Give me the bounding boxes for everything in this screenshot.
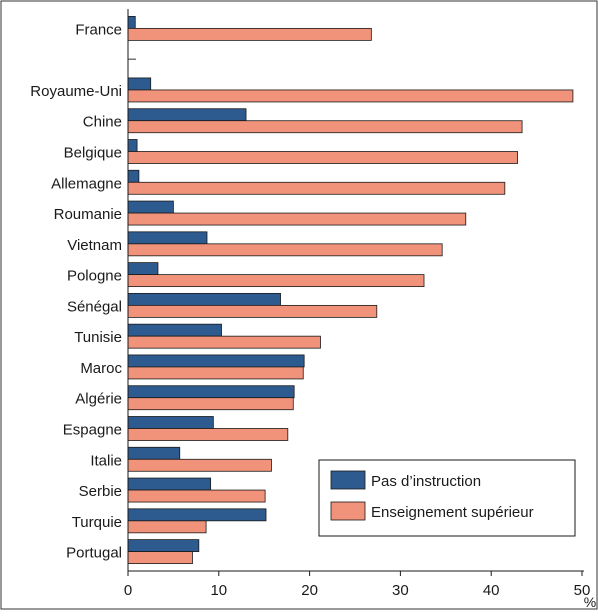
legend-label-enseignement-superieur: Enseignement supérieur xyxy=(371,504,534,521)
bar-serbie-pas-instruction xyxy=(127,477,212,491)
category-label-royaume-uni: Royaume-Uni xyxy=(30,83,122,100)
bar-belgique-pas-instruction xyxy=(127,139,138,152)
category-label-portugal: Portugal xyxy=(66,545,122,562)
bar-espagne-enseignement-superieur xyxy=(127,428,289,441)
category-label-tunisie: Tunisie xyxy=(74,329,122,346)
x-tick-label: 30 xyxy=(392,582,409,599)
x-tick-label: 50 xyxy=(574,582,591,599)
bar-italie-pas-instruction xyxy=(127,446,181,460)
category-label-maroc: Maroc xyxy=(80,360,122,377)
bar-italie-enseignement-superieur xyxy=(127,458,272,472)
bar-portugal-enseignement-superieur xyxy=(127,551,193,565)
bar-tunisie-pas-instruction xyxy=(127,323,222,337)
bar-chine-enseignement-superieur xyxy=(127,120,523,134)
bars-group xyxy=(127,15,574,565)
x-tick-label: 10 xyxy=(210,582,227,599)
bar-portugal-pas-instruction xyxy=(127,539,200,553)
category-label-italie: Italie xyxy=(90,452,122,469)
bar-vietnam-pas-instruction xyxy=(127,231,208,245)
bar-pologne-enseignement-superieur xyxy=(127,274,425,288)
x-tick-label: 0 xyxy=(124,582,132,599)
category-label-algerie: Algérie xyxy=(75,391,122,408)
legend-swatch-pas-instruction xyxy=(330,470,366,490)
category-label-roumanie: Roumanie xyxy=(54,206,122,223)
bar-royaume-uni-pas-instruction xyxy=(127,77,152,91)
bar-tunisie-enseignement-superieur xyxy=(127,335,321,349)
category-label-vietnam: Vietnam xyxy=(67,237,122,254)
bar-allemagne-enseignement-superieur xyxy=(127,181,506,195)
legend-swatch-enseignement-superieur xyxy=(330,501,366,521)
bar-royaume-uni-enseignement-superieur xyxy=(127,89,574,103)
category-label-senegal: Sénégal xyxy=(67,298,122,315)
x-axis: 0 10 20 30 40 50% xyxy=(124,9,596,610)
bar-espagne-pas-instruction xyxy=(127,416,214,429)
bar-turquie-pas-instruction xyxy=(127,508,267,522)
bar-roumanie-enseignement-superieur xyxy=(127,212,467,226)
bar-france-pas-instruction xyxy=(127,15,136,29)
bar-maroc-pas-instruction xyxy=(127,354,305,368)
x-tick-label: 20 xyxy=(301,582,318,599)
legend-label-pas-instruction: Pas d’instruction xyxy=(371,473,481,490)
category-label-pologne: Pologne xyxy=(67,268,122,285)
category-label-belgique: Belgique xyxy=(64,145,122,162)
bar-serbie-enseignement-superieur xyxy=(127,489,266,503)
category-label-turquie: Turquie xyxy=(72,514,122,531)
category-label-serbie: Serbie xyxy=(79,483,122,500)
category-label-allemagne: Allemagne xyxy=(51,175,122,192)
bar-belgique-enseignement-superieur xyxy=(127,151,518,164)
legend: Pas d’instruction Enseignement supérieur xyxy=(318,459,576,537)
category-label-espagne: Espagne xyxy=(63,422,122,439)
bar-chine-pas-instruction xyxy=(127,108,247,122)
bar-algerie-pas-instruction xyxy=(127,385,295,399)
bar-algerie-enseignement-superieur xyxy=(127,397,294,411)
bar-turquie-enseignement-superieur xyxy=(127,520,207,534)
x-tick-label: 40 xyxy=(483,582,500,599)
bar-pologne-pas-instruction xyxy=(127,262,159,276)
bar-france-enseignement-superieur xyxy=(127,27,372,41)
bar-senegal-enseignement-superieur xyxy=(127,304,378,318)
bar-vietnam-enseignement-superieur xyxy=(127,243,443,257)
category-labels: France Royaume-Uni Chine Belgique Allemagne R… xyxy=(30,21,122,561)
category-label-chine: Chine xyxy=(83,114,122,131)
bar-maroc-enseignement-superieur xyxy=(127,366,304,380)
bar-roumanie-pas-instruction xyxy=(127,200,174,214)
bar-allemagne-pas-instruction xyxy=(127,169,140,183)
bar-senegal-pas-instruction xyxy=(127,292,281,306)
category-label-france: France xyxy=(75,21,122,38)
x-axis-unit: % xyxy=(584,594,596,610)
